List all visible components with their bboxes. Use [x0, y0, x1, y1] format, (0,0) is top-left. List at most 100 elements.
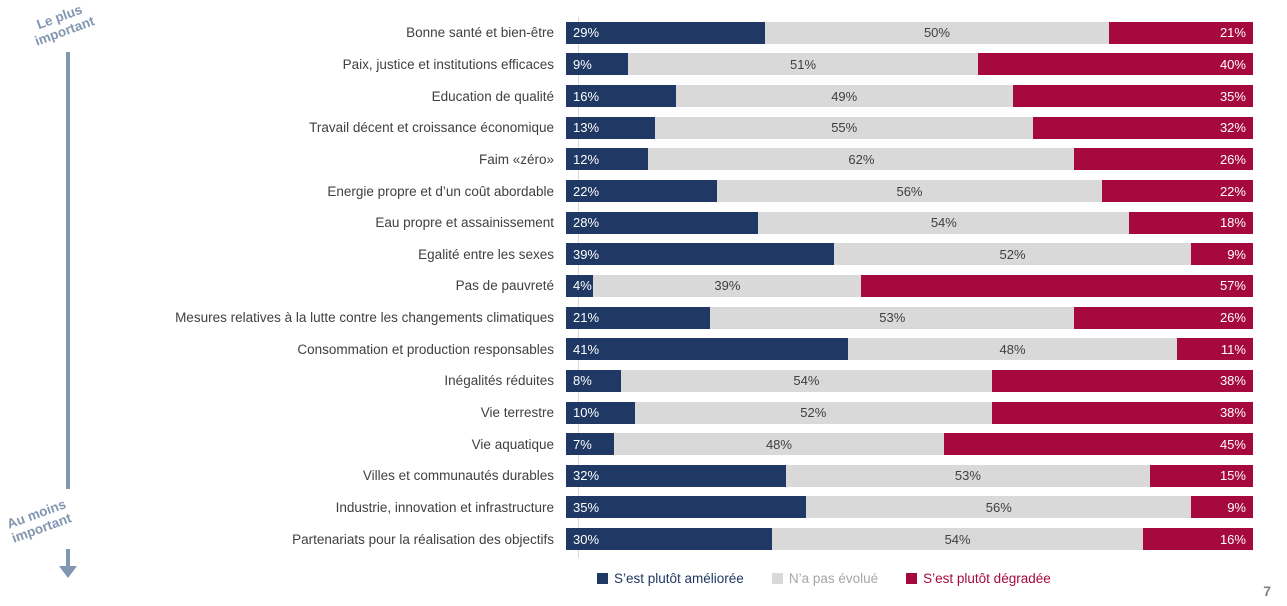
bar-segment-improved: 22%: [566, 180, 718, 203]
value-label: 29%: [573, 25, 600, 41]
bar-segment-degraded: 9%: [1191, 243, 1253, 266]
bar-segment-degraded: 45%: [943, 433, 1253, 456]
value-label: 30%: [573, 531, 600, 547]
legend-swatch-icon: [906, 573, 918, 584]
legend-swatch-icon: [597, 573, 608, 584]
category-label: Education de qualité: [431, 88, 554, 104]
bar-segment-degraded: 22%: [1101, 180, 1253, 203]
bar-segment-improved: 41%: [566, 338, 848, 361]
bar-track: 9% 51% 40%: [566, 53, 1253, 76]
bar-rows: Bonne santé et bien-être 29% 50% 21% Paix, j…: [0, 17, 1253, 555]
bar-segment-degraded: 9%: [1191, 496, 1253, 519]
category-label: Faim «zéro»: [478, 151, 554, 167]
value-label: 48%: [999, 341, 1026, 357]
bar-segment-improved: 12%: [566, 148, 649, 171]
value-label: 22%: [1219, 183, 1246, 199]
value-label: 56%: [985, 499, 1012, 515]
bar-track: 32% 53% 15%: [566, 464, 1253, 487]
bar-row: Industrie, innovation et infrastructure 3…: [0, 492, 1253, 524]
value-label: 9%: [573, 56, 592, 72]
bar-row: Vie aquatique 7% 48% 45%: [0, 428, 1253, 460]
value-label: 32%: [1219, 120, 1246, 136]
category-label: Partenariats pour la réalisation des obj…: [292, 531, 554, 547]
bar-segment-degraded: 57%: [861, 274, 1253, 297]
value-label: 35%: [1219, 88, 1246, 104]
bar-segment-unchanged: 56%: [717, 180, 1102, 203]
bar-segment-improved: 16%: [566, 85, 676, 108]
bar-segment-improved: 29%: [566, 21, 766, 44]
bar-track: 39% 52% 9%: [566, 243, 1253, 266]
bar-segment-unchanged: 53%: [710, 306, 1075, 329]
bar-segment-degraded: 16%: [1143, 528, 1253, 551]
bar-segment-improved: 28%: [566, 211, 759, 234]
bar-segment-unchanged: 52%: [833, 243, 1192, 266]
bar-row: Mesures relatives à la lutte contre les …: [0, 302, 1253, 334]
bar-row: Egalité entre les sexes 39% 52% 9%: [0, 238, 1253, 270]
bar-segment-unchanged: 48%: [614, 433, 944, 456]
value-label: 62%: [848, 151, 875, 167]
value-label: 9%: [1227, 499, 1246, 515]
value-label: 54%: [930, 215, 957, 231]
value-label: 22%: [573, 183, 600, 199]
bar-segment-unchanged: 56%: [806, 496, 1192, 519]
bar-segment-improved: 10%: [566, 401, 635, 424]
importance-arrow-shaft: [66, 549, 70, 567]
legend-label: S’est plutôt dégradée: [923, 571, 1051, 586]
bar-track: 13% 55% 32%: [566, 116, 1253, 139]
bar-segment-degraded: 15%: [1149, 464, 1253, 487]
value-label: 7%: [573, 436, 592, 452]
bar-segment-unchanged: 55%: [655, 116, 1034, 139]
bar-track: 29% 50% 21%: [566, 21, 1253, 44]
value-label: 4%: [573, 278, 592, 294]
bar-segment-unchanged: 52%: [634, 401, 992, 424]
importance-arrow-line: [66, 52, 70, 489]
bar-segment-degraded: 26%: [1074, 306, 1253, 329]
bar-segment-unchanged: 50%: [765, 21, 1109, 44]
bar-segment-unchanged: 53%: [785, 464, 1150, 487]
bar-track: 28% 54% 18%: [566, 211, 1253, 234]
value-label: 10%: [573, 405, 600, 420]
legend: S’est plutôt améliorée N’a pas évolué S’es…: [597, 571, 1051, 586]
value-label: 39%: [714, 278, 741, 294]
value-label: 53%: [879, 310, 906, 326]
bar-segment-degraded: 18%: [1129, 211, 1253, 234]
page-number: 7: [1263, 583, 1271, 599]
bar-row: Partenariats pour la réalisation des obj…: [0, 523, 1253, 555]
value-label: 41%: [573, 341, 600, 357]
bar-track: 22% 56% 22%: [566, 180, 1253, 203]
bar-segment-improved: 35%: [566, 496, 807, 519]
value-label: 55%: [831, 120, 858, 136]
bar-segment-degraded: 40%: [978, 53, 1253, 76]
legend-item-degraded: S’est plutôt dégradée: [906, 571, 1051, 586]
value-label: 54%: [944, 531, 971, 547]
bar-segment-degraded: 32%: [1033, 116, 1253, 139]
value-label: 16%: [1219, 531, 1246, 547]
bar-track: 10% 52% 38%: [566, 401, 1253, 424]
value-label: 28%: [573, 215, 600, 231]
bar-segment-unchanged: 54%: [758, 211, 1130, 234]
bar-row: Travail décent et croissance économique 1…: [0, 112, 1253, 144]
value-label: 9%: [1227, 246, 1246, 262]
bar-track: 30% 54% 16%: [566, 528, 1253, 551]
bar-track: 7% 48% 45%: [566, 433, 1253, 456]
value-label: 18%: [1219, 215, 1246, 231]
bar-track: 35% 56% 9%: [566, 496, 1253, 519]
value-label: 40%: [1219, 56, 1246, 72]
category-label: Eau propre et assainissement: [375, 215, 554, 231]
bar-segment-unchanged: 62%: [648, 148, 1075, 171]
value-label: 39%: [573, 246, 600, 262]
bar-row: Education de qualité 16% 49% 35%: [0, 80, 1253, 112]
category-label: Vie aquatique: [471, 436, 554, 452]
importance-arrow-down-icon: [59, 566, 77, 578]
bar-row: Pas de pauvreté 4% 39% 57%: [0, 270, 1253, 302]
bar-segment-improved: 13%: [566, 116, 656, 139]
category-label: Travail décent et croissance économique: [309, 120, 554, 136]
bar-segment-improved: 9%: [566, 53, 628, 76]
bar-segment-degraded: 26%: [1074, 148, 1253, 171]
category-label: Consommation et production responsables: [297, 341, 554, 357]
legend-item-unchanged: N’a pas évolué: [771, 571, 878, 586]
bar-segment-unchanged: 49%: [675, 85, 1013, 108]
value-label: 45%: [1219, 436, 1246, 452]
value-label: 48%: [765, 436, 792, 452]
